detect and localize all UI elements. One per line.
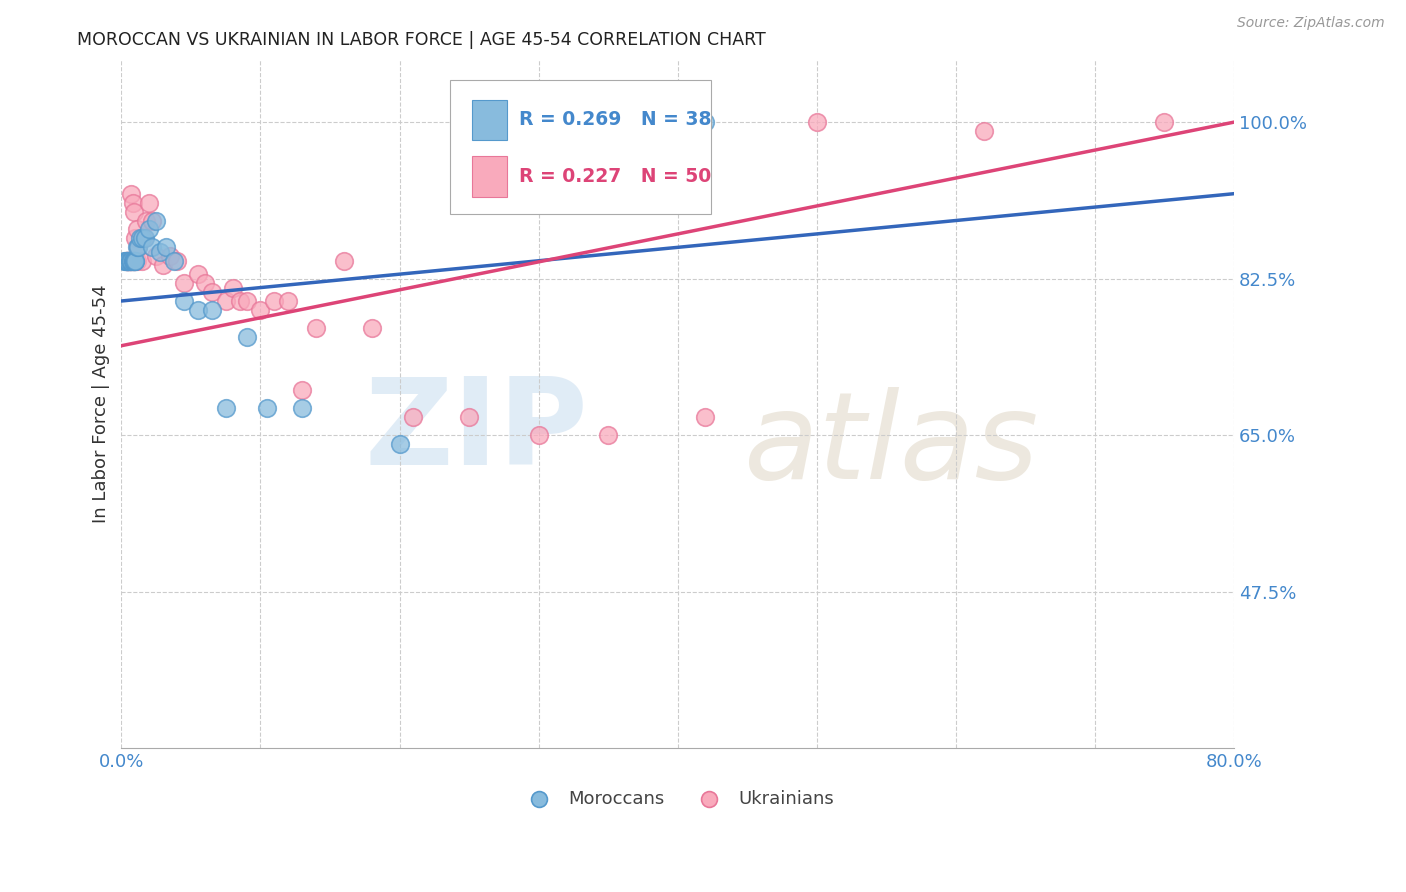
Moroccans bbox=[117, 253, 139, 268]
Ukrainians bbox=[291, 384, 314, 398]
Moroccans bbox=[115, 253, 138, 268]
Moroccans bbox=[115, 253, 138, 268]
Moroccans bbox=[173, 293, 195, 308]
Ukrainians bbox=[122, 253, 145, 268]
Ukrainians bbox=[132, 231, 155, 245]
Legend: Moroccans, Ukrainians: Moroccans, Ukrainians bbox=[515, 782, 841, 814]
Ukrainians bbox=[973, 124, 995, 138]
Ukrainians bbox=[187, 267, 209, 281]
Ukrainians bbox=[121, 195, 143, 210]
Ukrainians bbox=[402, 410, 425, 425]
Moroccans bbox=[145, 213, 167, 227]
Moroccans bbox=[114, 253, 136, 268]
Ukrainians bbox=[121, 253, 143, 268]
Moroccans bbox=[118, 253, 141, 268]
Ukrainians bbox=[1153, 115, 1175, 129]
Ukrainians bbox=[527, 428, 550, 442]
Ukrainians bbox=[118, 253, 141, 268]
Moroccans bbox=[215, 401, 238, 416]
Text: Source: ZipAtlas.com: Source: ZipAtlas.com bbox=[1237, 16, 1385, 30]
Ukrainians bbox=[122, 204, 145, 219]
Ukrainians bbox=[120, 253, 142, 268]
Ukrainians bbox=[127, 240, 149, 254]
FancyBboxPatch shape bbox=[450, 80, 711, 214]
Ukrainians bbox=[215, 293, 238, 308]
Text: atlas: atlas bbox=[744, 386, 1039, 504]
Moroccans bbox=[125, 240, 148, 254]
Ukrainians bbox=[173, 276, 195, 290]
Text: ZIP: ZIP bbox=[366, 373, 589, 490]
Moroccans bbox=[112, 253, 135, 268]
Ukrainians bbox=[135, 213, 157, 227]
Moroccans bbox=[122, 253, 145, 268]
Moroccans bbox=[163, 253, 186, 268]
Moroccans bbox=[114, 253, 136, 268]
Ukrainians bbox=[141, 213, 163, 227]
Ukrainians bbox=[152, 258, 174, 272]
Moroccans bbox=[155, 240, 177, 254]
Ukrainians bbox=[117, 253, 139, 268]
Ukrainians bbox=[695, 410, 717, 425]
Ukrainians bbox=[124, 253, 146, 268]
FancyBboxPatch shape bbox=[472, 100, 508, 140]
Ukrainians bbox=[806, 115, 828, 129]
Moroccans bbox=[695, 115, 717, 129]
Ukrainians bbox=[115, 253, 138, 268]
Moroccans bbox=[149, 244, 172, 259]
Moroccans bbox=[141, 240, 163, 254]
Ukrainians bbox=[118, 253, 141, 268]
Text: MOROCCAN VS UKRAINIAN IN LABOR FORCE | AGE 45-54 CORRELATION CHART: MOROCCAN VS UKRAINIAN IN LABOR FORCE | A… bbox=[77, 31, 766, 49]
Ukrainians bbox=[235, 293, 257, 308]
Moroccans bbox=[201, 302, 224, 317]
Ukrainians bbox=[166, 253, 188, 268]
Ukrainians bbox=[249, 302, 271, 317]
Moroccans bbox=[117, 253, 139, 268]
Ukrainians bbox=[221, 280, 243, 294]
Moroccans bbox=[121, 253, 143, 268]
Ukrainians bbox=[458, 410, 481, 425]
Moroccans bbox=[117, 253, 139, 268]
Ukrainians bbox=[125, 222, 148, 236]
Ukrainians bbox=[305, 321, 328, 335]
Moroccans bbox=[256, 401, 278, 416]
Ukrainians bbox=[277, 293, 299, 308]
Ukrainians bbox=[114, 253, 136, 268]
Ukrainians bbox=[194, 276, 217, 290]
Ukrainians bbox=[115, 253, 138, 268]
Moroccans bbox=[127, 240, 149, 254]
Ukrainians bbox=[201, 285, 224, 299]
Moroccans bbox=[120, 253, 142, 268]
Moroccans bbox=[120, 253, 142, 268]
Ukrainians bbox=[138, 195, 160, 210]
FancyBboxPatch shape bbox=[472, 156, 508, 196]
Ukrainians bbox=[333, 253, 356, 268]
Ukrainians bbox=[120, 186, 142, 201]
Ukrainians bbox=[159, 249, 181, 263]
Ukrainians bbox=[228, 293, 250, 308]
Moroccans bbox=[134, 231, 156, 245]
Ukrainians bbox=[145, 249, 167, 263]
Ukrainians bbox=[263, 293, 285, 308]
Ukrainians bbox=[117, 253, 139, 268]
Moroccans bbox=[122, 253, 145, 268]
Text: R = 0.227   N = 50: R = 0.227 N = 50 bbox=[519, 167, 711, 186]
Moroccans bbox=[124, 253, 146, 268]
Moroccans bbox=[118, 253, 141, 268]
Moroccans bbox=[138, 222, 160, 236]
Moroccans bbox=[131, 231, 153, 245]
Ukrainians bbox=[124, 231, 146, 245]
Ukrainians bbox=[596, 428, 619, 442]
Moroccans bbox=[291, 401, 314, 416]
Moroccans bbox=[235, 330, 257, 344]
Moroccans bbox=[128, 231, 150, 245]
Moroccans bbox=[187, 302, 209, 317]
Moroccans bbox=[124, 253, 146, 268]
Ukrainians bbox=[131, 253, 153, 268]
Moroccans bbox=[388, 437, 411, 451]
Moroccans bbox=[121, 253, 143, 268]
Ukrainians bbox=[125, 253, 148, 268]
Ukrainians bbox=[360, 321, 382, 335]
Text: R = 0.269   N = 38: R = 0.269 N = 38 bbox=[519, 111, 711, 129]
Y-axis label: In Labor Force | Age 45-54: In Labor Force | Age 45-54 bbox=[93, 285, 110, 523]
